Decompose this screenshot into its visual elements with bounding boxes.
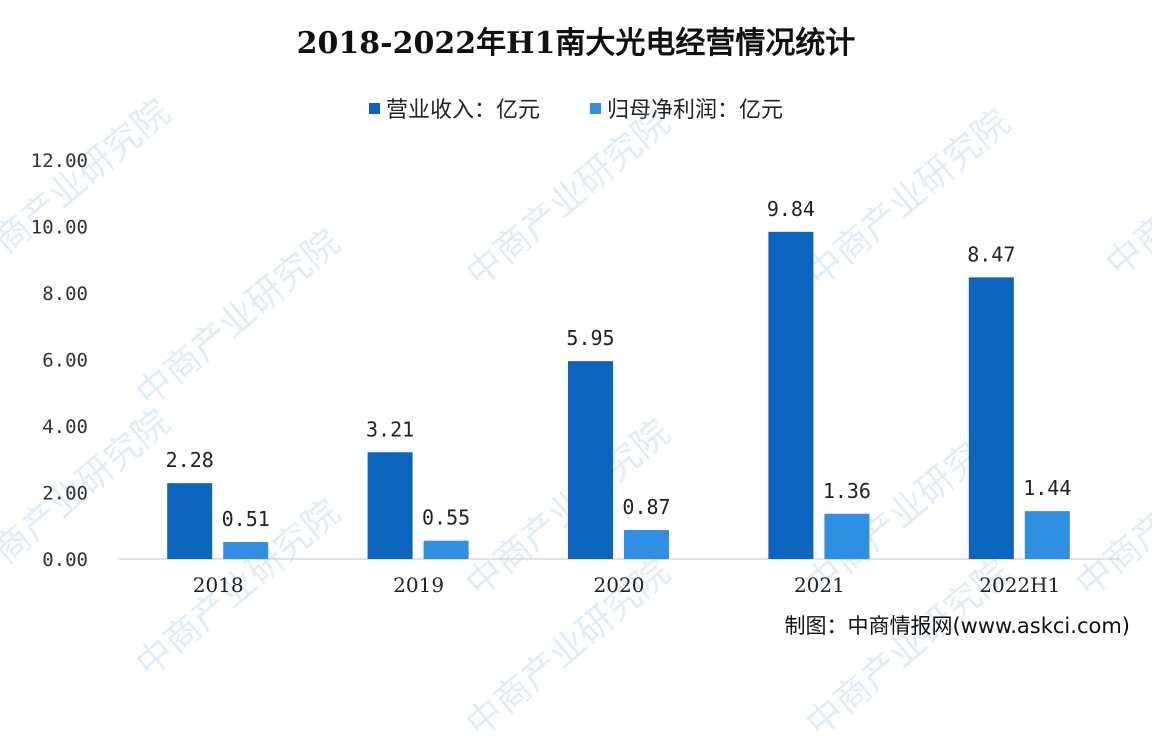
legend-swatch-profit [590,102,601,114]
data-label: 0.87 [622,495,670,519]
chart-title: 2018-2022年H1南大光电经营情况统计 [296,26,856,61]
x-tick-label: 2019 [393,573,444,597]
bar-profit [223,542,269,559]
legend-item-profit: 归母净利润：亿元 [590,92,783,124]
bar-revenue [968,277,1014,559]
data-label: 3.21 [366,417,414,441]
x-tick-label: 2021 [794,573,845,597]
y-tick-label: 2.00 [42,483,88,505]
bar-revenue [367,452,413,559]
bar-revenue [768,231,814,559]
data-label: 5.95 [566,326,614,350]
y-tick-label: 8.00 [42,283,88,305]
bar-profit [624,530,669,559]
bar-revenue [167,483,213,559]
x-tick-label: 2022H1 [979,573,1060,597]
legend-label-revenue: 营业收入：亿元 [385,98,540,123]
bar-chart: 0.00 2.00 4.00 6.00 8.00 10.00 12.00 2018 2.28 0.… [31,150,1120,597]
bar-revenue [568,361,613,559]
x-tick-label: 2020 [594,573,645,597]
legend-swatch-revenue [368,102,380,114]
source-note: 制图：中商情报网(www.askci.com) [784,614,1130,638]
legend-item-revenue: 营业收入：亿元 [368,92,540,124]
y-tick-label: 12.00 [31,150,88,172]
data-label: 1.36 [823,479,871,503]
bar-profit [423,540,469,559]
y-tick-label: 10.00 [31,217,88,239]
y-tick-label: 6.00 [42,350,88,372]
y-tick-label: 4.00 [42,416,88,438]
x-tick-label: 2018 [193,573,244,597]
data-label: 1.44 [1023,476,1071,500]
data-label: 0.51 [222,507,270,531]
data-label: 8.47 [967,242,1015,266]
data-label: 0.55 [422,506,470,530]
legend-label-profit: 归母净利润：亿元 [607,98,784,123]
bar-profit [1024,511,1070,559]
bar-profit [824,513,870,559]
y-tick-label: 0.00 [42,549,88,571]
legend: 营业收入：亿元 归母净利润：亿元 [0,92,1152,124]
data-label: 9.84 [767,197,815,221]
data-label: 2.28 [166,448,214,472]
